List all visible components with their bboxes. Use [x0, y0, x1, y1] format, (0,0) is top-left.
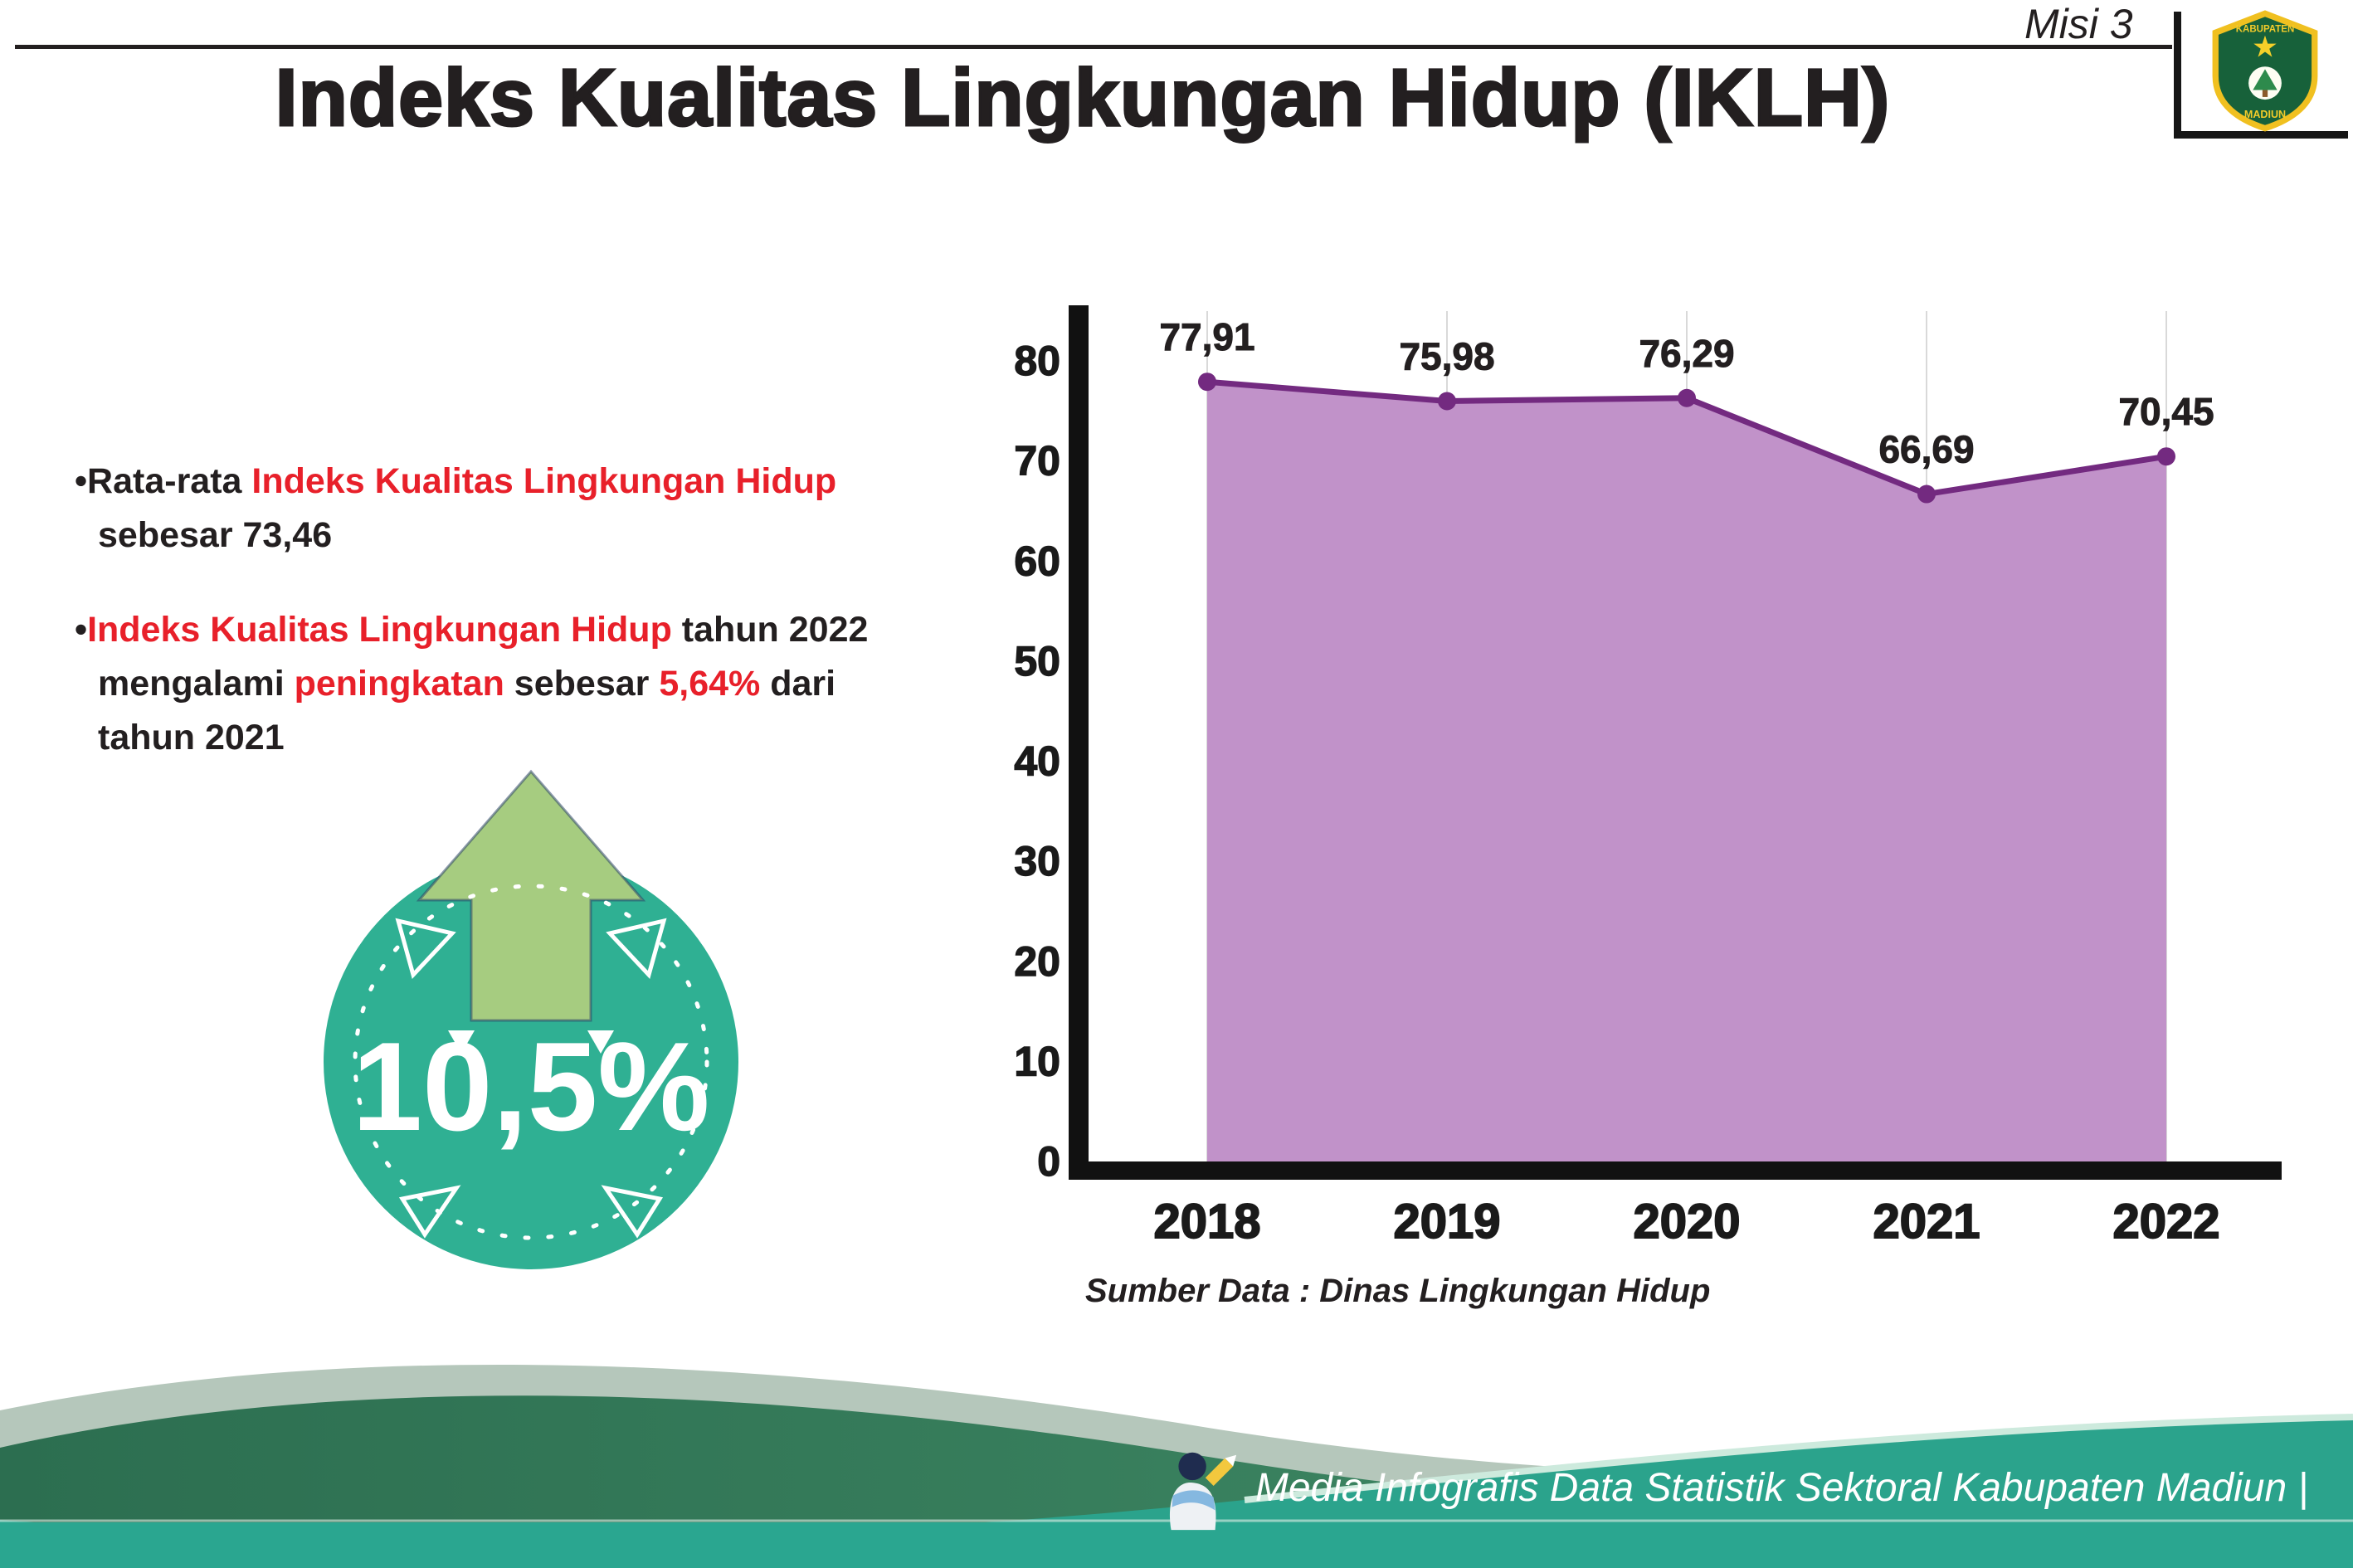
svg-text:2021: 2021 [1873, 1195, 1980, 1249]
svg-text:76,29: 76,29 [1639, 332, 1734, 375]
tree-trunk [2262, 90, 2268, 97]
triangle-ornament-icon [448, 1030, 475, 1054]
svg-text:2018: 2018 [1153, 1195, 1260, 1249]
svg-text:50: 50 [1014, 638, 1060, 684]
triangle-ornament-icon [398, 1185, 461, 1239]
logo-frame [2174, 12, 2181, 138]
chart-source: Sumber Data : Dinas Lingkungan Hidup [1085, 1273, 1711, 1309]
svg-text:2022: 2022 [2112, 1195, 2219, 1249]
footer-bar [0, 1522, 2353, 1568]
svg-text:40: 40 [1014, 738, 1060, 785]
svg-text:0: 0 [1037, 1138, 1060, 1185]
svg-text:60: 60 [1014, 538, 1060, 584]
bullet-item-average: •Rata-rata Indeks Kualitas Lingkungan Hi… [75, 461, 837, 556]
bullet-item-increase: •Indeks Kualitas Lingkungan Hidup tahun … [75, 609, 869, 758]
svg-text:66,69: 66,69 [1878, 428, 1974, 471]
kabupaten-madiun-logo: KABUPATEN ★ MADIUN [2212, 10, 2318, 132]
badge-percentage: 10,5% [353, 1016, 710, 1157]
increase-badge: 10,5% [324, 769, 738, 1269]
iklh-area-chart: 77,91 75,98 76,29 66,69 70,45 0 10 20 30 40 50 60 70… [1014, 305, 2282, 1249]
svg-text:30: 30 [1014, 838, 1060, 884]
svg-text:80: 80 [1014, 338, 1060, 384]
crest-region-bottom: MADIUN [2244, 109, 2286, 120]
misi-label: Misi 3 [2024, 1, 2133, 47]
svg-text:10: 10 [1014, 1038, 1060, 1084]
badge-dashed-ring [353, 884, 709, 1240]
crest-region-top: KABUPATEN [2236, 24, 2295, 34]
bullet-list: •Rata-rata Indeks Kualitas Lingkungan Hi… [75, 455, 1012, 766]
tree-icon [2253, 69, 2277, 90]
svg-text:2019: 2019 [1393, 1195, 1500, 1249]
triangle-ornament-icon [587, 1030, 614, 1054]
svg-text:2020: 2020 [1633, 1195, 1740, 1249]
wave-highlight [1244, 1414, 2353, 1503]
writer-mascot-icon [1169, 1452, 1236, 1531]
footer-waves [0, 1364, 2353, 1568]
footer-credit-text: Media Infografis Data Statistik Sektoral… [1254, 1465, 2308, 1510]
up-arrow-icon [416, 769, 646, 1022]
svg-text:20: 20 [1014, 938, 1060, 985]
star-icon: ★ [2252, 31, 2278, 65]
page-title: Indeks Kualitas Lingkungan Hidup (IKLH) [274, 51, 1891, 144]
svg-text:70,45: 70,45 [2118, 390, 2214, 433]
header-divider [15, 45, 2172, 49]
svg-text:75,98: 75,98 [1399, 334, 1494, 377]
svg-text:77,91: 77,91 [1159, 315, 1254, 358]
triangle-ornament-icon [395, 918, 456, 979]
triangle-ornament-icon [601, 1185, 664, 1239]
triangle-ornament-icon [606, 918, 667, 979]
footer-credit: Media Infografis Data Statistik Sektoral… [1156, 1442, 2308, 1533]
logo-frame [2174, 131, 2348, 139]
svg-text:70: 70 [1014, 438, 1060, 485]
